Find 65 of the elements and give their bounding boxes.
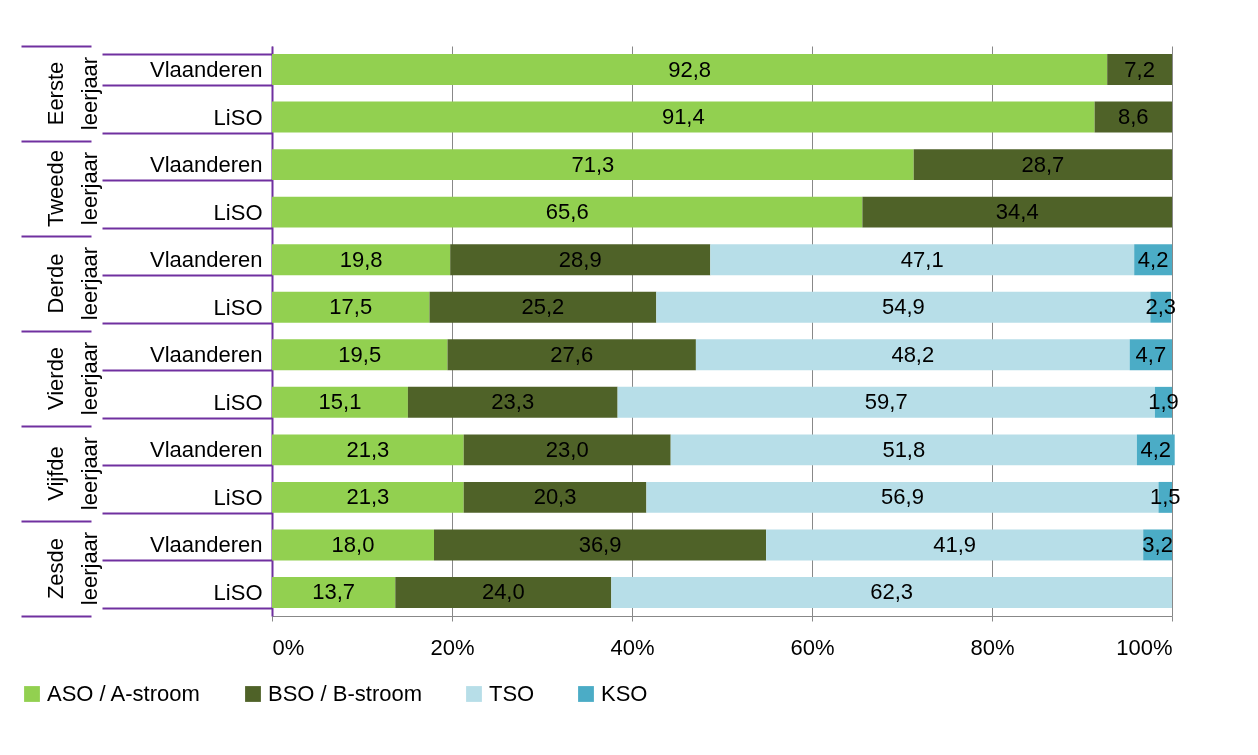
y-tick-label: Vlaanderen: [149, 57, 263, 83]
text: Tweede leerjaar: [43, 149, 102, 228]
legend-label: ASO / A-stroom: [47, 681, 200, 706]
data-label: 21,3: [346, 436, 390, 462]
data-label: 13,7: [312, 579, 356, 605]
data-label: 3,2: [1142, 531, 1173, 557]
data-label: 23,3: [491, 389, 535, 415]
text: Derde leerjaar: [43, 246, 102, 321]
y-tick-label: Vlaanderen: [149, 437, 263, 463]
y-tick-label: Vlaanderen: [149, 532, 263, 558]
y-tick-label: LiSO: [213, 104, 263, 130]
data-label: 54,9: [881, 294, 925, 320]
y-tick-label: LiSO: [213, 294, 263, 320]
data-label: 19,8: [339, 246, 383, 272]
text: Zesde leerjaar: [43, 531, 102, 606]
data-label: 47,1: [900, 246, 944, 272]
text: Vijfde leerjaar: [43, 436, 102, 511]
x-tick-label: 100%: [1116, 634, 1173, 660]
x-tick-label: 20%: [430, 634, 475, 660]
y-tick-label: LiSO: [213, 484, 263, 510]
text: Vierde leerjaar: [43, 341, 102, 416]
data-label: 65,6: [545, 199, 589, 225]
data-label: 8,6: [1118, 104, 1149, 130]
data-label: 17,5: [329, 294, 373, 320]
data-label: 56,9: [881, 484, 924, 510]
data-label: 51,8: [882, 436, 926, 462]
data-label: 20,3: [533, 484, 577, 510]
data-label: 4,2: [1140, 436, 1172, 462]
text: Eerste leerjaar: [43, 56, 102, 131]
data-label: 28,7: [1021, 151, 1065, 177]
data-label: 92,8: [668, 56, 712, 82]
data-label: 28,9: [558, 246, 602, 272]
legend-label: KSO: [601, 681, 648, 706]
y-tick-label: LiSO: [213, 389, 263, 415]
y-tick-label: Vlaanderen: [149, 152, 263, 178]
x-tick-label: 60%: [790, 634, 835, 660]
data-label: 1,5: [1149, 484, 1181, 510]
data-label: 91,4: [661, 104, 705, 130]
data-label: 34,4: [995, 199, 1039, 225]
data-label: 36,9: [578, 531, 622, 557]
data-label: 15,1: [318, 389, 362, 415]
x-tick-label: 80%: [970, 634, 1015, 660]
legend-label: BSO / B-stroom: [268, 681, 423, 706]
data-label: 23,0: [545, 436, 589, 462]
y-tick-label: LiSO: [213, 199, 263, 225]
data-label: 19,5: [338, 341, 382, 367]
data-label: 4,7: [1135, 341, 1167, 367]
data-label: 24,0: [481, 579, 525, 605]
data-label: 71,3: [571, 151, 615, 177]
y-tick-label: Vlaanderen: [149, 247, 263, 273]
data-label: 41,9: [933, 531, 977, 557]
legend-label: TSO: [489, 681, 535, 706]
data-label: 62,3: [870, 579, 914, 605]
data-label: 7,2: [1124, 56, 1155, 82]
data-label: 59,7: [864, 389, 908, 415]
data-label: 4,2: [1137, 246, 1169, 272]
x-tick-label: 0%: [272, 634, 305, 660]
x-tick-label: 40%: [610, 634, 655, 660]
data-label: 27,6: [550, 341, 594, 367]
y-tick-label: Vlaanderen: [149, 342, 263, 368]
data-label: 18,0: [331, 531, 375, 557]
data-label: 48,2: [891, 341, 935, 367]
data-label: 25,2: [521, 294, 565, 320]
y-tick-label: LiSO: [213, 579, 263, 605]
data-label: 21,3: [346, 484, 390, 510]
